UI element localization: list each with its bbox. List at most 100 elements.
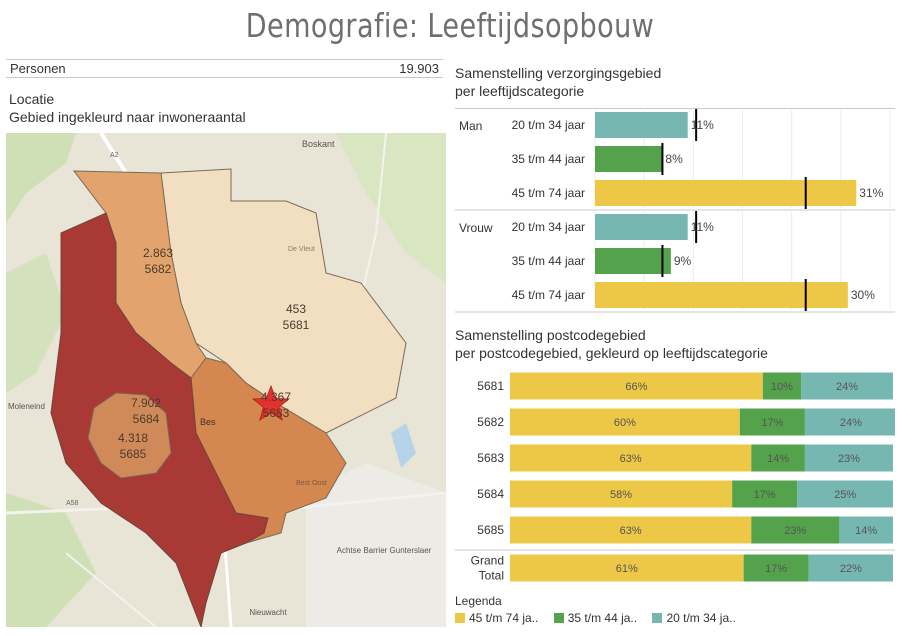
- persons-label: Personen: [10, 61, 66, 76]
- category-label: 45 t/m 74 jaar: [512, 288, 585, 302]
- stacked-bar-segment: [739, 408, 805, 436]
- category-label: 35 t/m 44 jaar: [512, 152, 585, 166]
- region-5682-postcode: 5682: [145, 262, 172, 276]
- stacked-bar-segment: [510, 554, 744, 582]
- place-label: Moleneind: [8, 402, 45, 411]
- persons-value: 19.903: [399, 61, 439, 76]
- stacked-bar-segment: [751, 444, 805, 472]
- bar: [595, 112, 688, 138]
- group-label: Vrouw: [459, 221, 493, 235]
- region-5682-count: 2.863: [143, 246, 173, 260]
- stacked-bar-segment: [804, 408, 895, 436]
- region-5681-count: 453: [286, 302, 306, 316]
- data-label: 30%: [851, 288, 875, 302]
- stacked-bar-segment: [751, 516, 840, 544]
- place-label: Bes: [200, 417, 216, 427]
- data-label: 24%: [836, 381, 858, 393]
- data-label: 11%: [691, 220, 714, 234]
- category-label: 5685: [477, 523, 504, 537]
- data-label: 8%: [665, 152, 683, 166]
- postcode-stacked-chart: 5681 66% 10% 24% 5682 60% 17% 24% 5683 63% 14% 23% 5…: [455, 372, 895, 583]
- map-water: [391, 423, 416, 468]
- data-label: 63%: [620, 525, 642, 537]
- map-green-area: [6, 493, 96, 627]
- category-label: 5682: [477, 415, 504, 429]
- data-label: 23%: [784, 525, 806, 537]
- region-5685-postcode: 5685: [120, 447, 147, 461]
- legend-title: Legenda: [455, 594, 502, 608]
- map-green-area: [6, 133, 76, 223]
- stacked-bar-segment: [808, 554, 893, 582]
- map-road: [65, 552, 157, 627]
- data-label: 17%: [761, 417, 783, 429]
- place-label: De Vleut: [288, 246, 315, 253]
- category-label: 45 t/m 74 jaar: [512, 186, 585, 200]
- place-label: Boskant: [302, 139, 335, 149]
- region-5684-postcode: 5684: [133, 412, 160, 426]
- data-label: 60%: [614, 417, 636, 429]
- region-5683-count: 4.367: [261, 390, 291, 404]
- location-star-icon[interactable]: [251, 384, 291, 422]
- bar: [595, 214, 688, 240]
- place-label: Achtse Barrier Gunterslaer: [337, 546, 432, 555]
- data-label: 11%: [691, 118, 714, 132]
- data-label: 63%: [620, 453, 642, 465]
- data-label: 61%: [616, 563, 638, 575]
- map-heading: Locatie Gebied ingekleurd naar inwoneraa…: [9, 90, 246, 126]
- legend-item-35-44[interactable]: 35 t/m 44 ja..: [553, 611, 637, 625]
- data-label: 58%: [610, 489, 632, 501]
- data-label: 9%: [674, 254, 692, 268]
- map-green-area: [6, 253, 66, 393]
- region-5681-postcode: 5681: [283, 318, 310, 332]
- bar: [595, 180, 857, 206]
- category-label: 5681: [477, 379, 504, 393]
- bar: [595, 146, 663, 172]
- region-5685-count: 4.318: [118, 431, 148, 445]
- stacked-bar-segment: [510, 408, 740, 436]
- stacked-bar-segment: [732, 480, 798, 508]
- category-label: Grand: [471, 554, 504, 568]
- road-label: A58: [66, 500, 79, 507]
- map-subtitle: Gebied ingekleurd naar inwoneraantal: [9, 109, 246, 125]
- stacked-bar-segment: [743, 554, 809, 582]
- data-label: 66%: [625, 381, 647, 393]
- map-green-area: [336, 133, 446, 283]
- data-label: 31%: [859, 186, 883, 200]
- stacked-bar-segment: [797, 480, 893, 508]
- map-title: Locatie: [9, 91, 55, 107]
- region-5685[interactable]: [87, 392, 172, 479]
- category-label: 20 t/m 34 jaar: [512, 220, 585, 234]
- page-title: Demografie: Leeftijdsopbouw: [245, 6, 655, 45]
- place-label: Nieuwacht: [249, 608, 287, 617]
- bar: [595, 248, 671, 274]
- stacked-bar-segment: [839, 516, 893, 544]
- map-canvas[interactable]: 2.863 5682 453 5681 4.367 5683 7.902 568…: [6, 133, 446, 627]
- stacked-bar-segment: [510, 372, 763, 400]
- data-label: 25%: [834, 489, 856, 501]
- stacked-bar-segment: [510, 444, 752, 472]
- data-label: 17%: [754, 489, 776, 501]
- region-5684-count: 7.902: [131, 396, 161, 410]
- data-label: 10%: [771, 381, 793, 393]
- persons-kpi: Personen 19.903: [6, 59, 443, 78]
- data-label: 22%: [840, 563, 862, 575]
- category-label: 20 t/m 34 jaar: [512, 118, 585, 132]
- data-label: 23%: [838, 453, 860, 465]
- data-label: 14%: [767, 453, 789, 465]
- data-label: 14%: [855, 525, 877, 537]
- legend-item-20-34[interactable]: 20 t/m 34 ja..: [652, 611, 736, 625]
- legend-item-45-74[interactable]: 45 t/m 74 ja..: [455, 611, 538, 625]
- place-label: Best Oost: [296, 480, 327, 487]
- region-5683-postcode: 5683: [263, 406, 290, 420]
- group-label: Man: [459, 119, 482, 133]
- location-map[interactable]: 2.863 5682 453 5681 4.367 5683 7.902 568…: [6, 133, 446, 627]
- stacked-bar-segment: [801, 372, 893, 400]
- data-label: 17%: [765, 563, 787, 575]
- road-label: A2: [110, 152, 119, 159]
- stacked-bar-segment: [510, 480, 733, 508]
- age-bar-chart: Man 20 t/m 34 jaar 11% 35 t/m 44 jaar 8% 45 t…: [455, 108, 895, 313]
- category-label: 35 t/m 44 jaar: [512, 254, 585, 268]
- legend: Legenda 45 t/m 74 ja.. 35 t/m 44 ja.. 20…: [455, 594, 748, 625]
- stacked-bar-segment: [510, 516, 752, 544]
- bar: [595, 282, 848, 308]
